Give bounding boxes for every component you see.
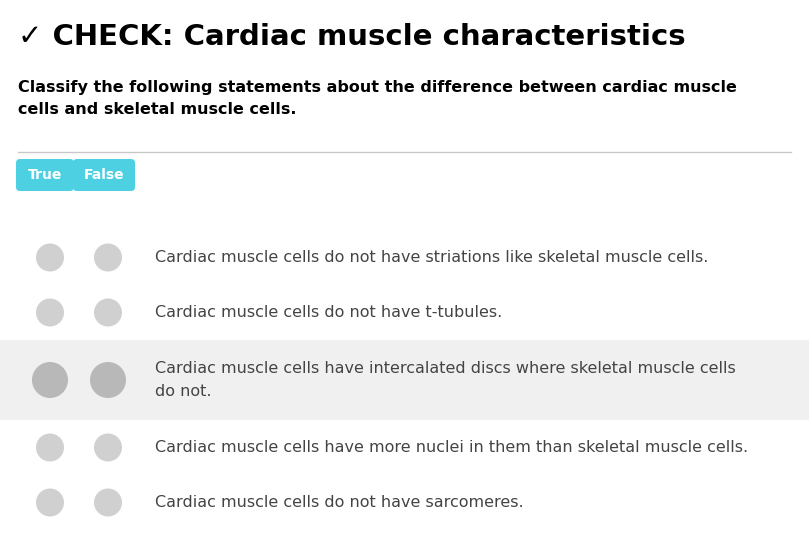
Text: Cardiac muscle cells have intercalated discs where skeletal muscle cells
do not.: Cardiac muscle cells have intercalated d… [155,361,735,398]
Text: Cardiac muscle cells do not have striations like skeletal muscle cells.: Cardiac muscle cells do not have striati… [155,250,709,265]
Text: Classify the following statements about the difference between cardiac muscle
ce: Classify the following statements about … [18,80,737,117]
Text: Cardiac muscle cells do not have t-tubules.: Cardiac muscle cells do not have t-tubul… [155,305,502,320]
FancyBboxPatch shape [16,159,74,191]
Text: Cardiac muscle cells have more nuclei in them than skeletal muscle cells.: Cardiac muscle cells have more nuclei in… [155,440,748,455]
Bar [0,340,809,420]
Text: Cardiac muscle cells do not have sarcomeres.: Cardiac muscle cells do not have sarcome… [155,495,523,510]
Circle shape [36,244,64,271]
Text: False: False [83,168,125,182]
Circle shape [32,362,68,398]
Text: True: True [28,168,62,182]
Circle shape [94,488,122,517]
Circle shape [90,362,126,398]
Circle shape [94,244,122,271]
Circle shape [36,299,64,326]
Circle shape [36,433,64,462]
Circle shape [94,433,122,462]
Circle shape [94,299,122,326]
Text: ✓ CHECK: Cardiac muscle characteristics: ✓ CHECK: Cardiac muscle characteristics [18,23,685,51]
FancyBboxPatch shape [73,159,135,191]
Circle shape [36,488,64,517]
